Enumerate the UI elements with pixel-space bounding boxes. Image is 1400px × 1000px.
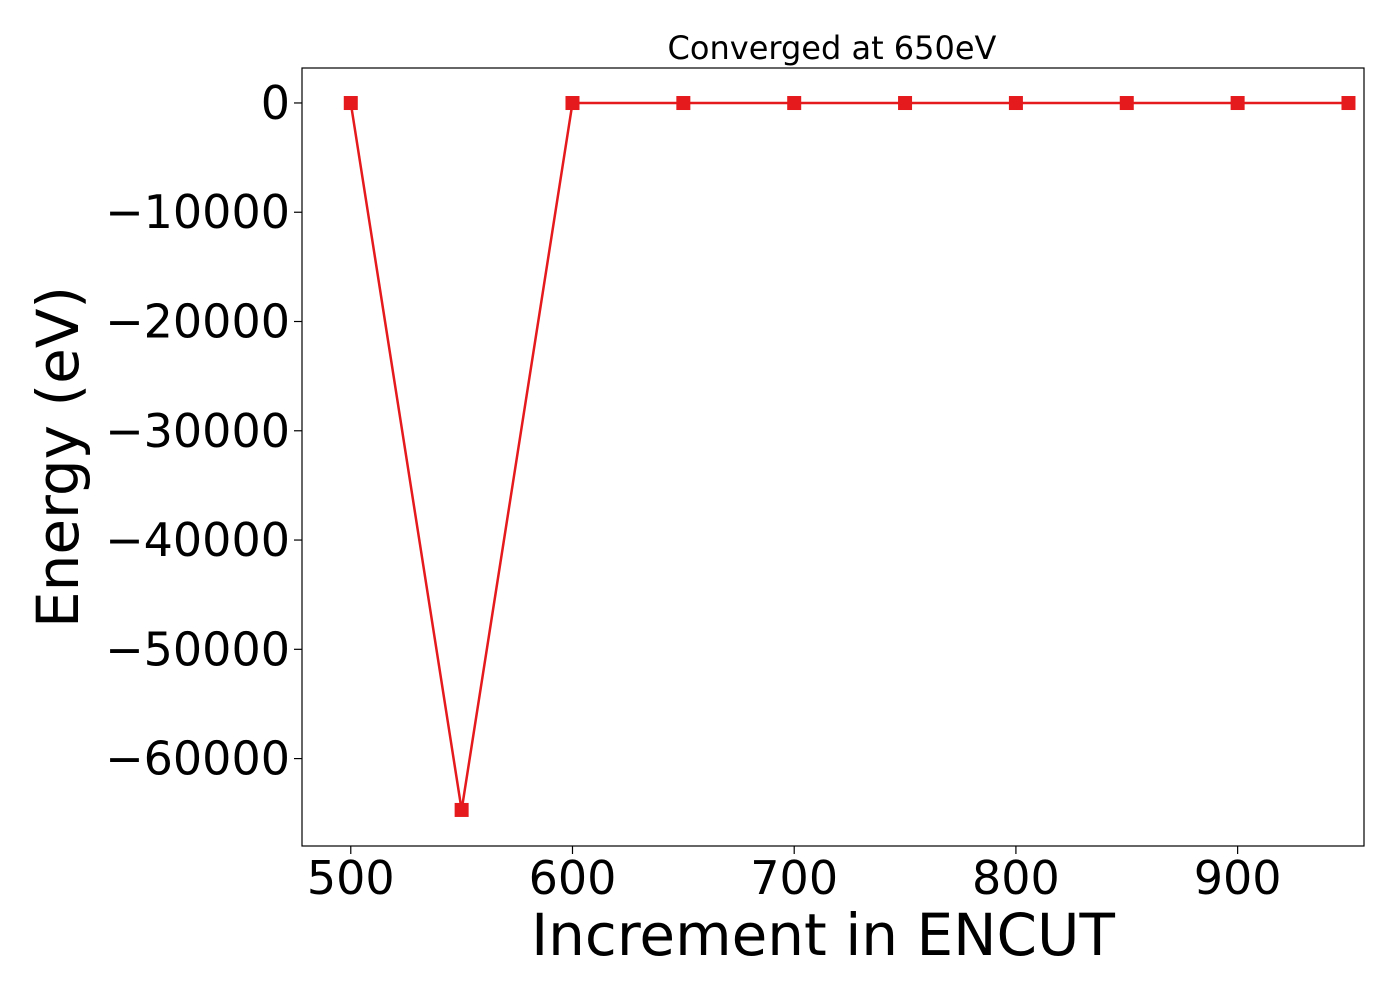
x-tick-label: 900 xyxy=(1194,851,1282,905)
y-tick-label: −60000 xyxy=(105,732,290,786)
series-line xyxy=(349,101,1349,812)
data-point-marker xyxy=(787,96,802,111)
y-tick-label: −10000 xyxy=(105,185,290,239)
data-point-marker xyxy=(898,96,913,111)
plot-frame xyxy=(301,67,1365,847)
chart-title: Converged at 650eV xyxy=(668,29,997,67)
y-tick-label: −30000 xyxy=(105,404,290,458)
data-point-marker xyxy=(1119,96,1134,111)
y-tick-label: −20000 xyxy=(105,295,290,349)
x-tick-label: 500 xyxy=(307,851,395,905)
data-point-marker xyxy=(676,96,691,111)
y-axis: 0 −10000 −20000 −30000 −40000 −50000 −60000 xyxy=(105,76,302,786)
data-point-marker xyxy=(1230,96,1245,111)
x-tick-label: 600 xyxy=(529,851,617,905)
data-point-marker xyxy=(1008,96,1023,111)
x-axis: 500 600 700 800 900 xyxy=(307,846,1282,905)
data-point-marker xyxy=(1341,96,1356,111)
x-axis-title: Increment in ENCUT xyxy=(531,901,1115,969)
x-tick-label: 800 xyxy=(972,851,1060,905)
x-tick-label: 700 xyxy=(750,851,838,905)
y-tick-label: 0 xyxy=(261,76,290,130)
plot-area xyxy=(343,96,1356,817)
data-point-marker xyxy=(343,96,358,111)
data-point-marker xyxy=(565,96,580,111)
data-point-marker xyxy=(454,802,469,817)
y-tick-label: −40000 xyxy=(105,513,290,567)
y-tick-label: −50000 xyxy=(105,622,290,676)
y-axis-title: Energy (eV) xyxy=(24,286,92,628)
